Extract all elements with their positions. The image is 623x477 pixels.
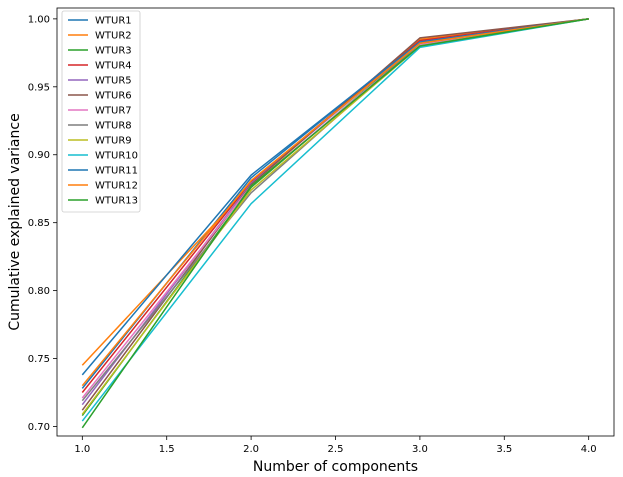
x-tick-label: 1.5: [159, 444, 175, 455]
legend-entry-label: WTUR5: [95, 76, 132, 87]
y-tick-label: 0.85: [28, 218, 50, 229]
legend-entry-label: WTUR6: [95, 91, 132, 102]
legend-entry-label: WTUR10: [95, 151, 138, 162]
plot-area: [56, 7, 615, 437]
y-tick-label: 0.90: [28, 150, 50, 161]
series-line-wtur13: [81, 18, 589, 429]
series-layer: [81, 18, 589, 429]
series-line-wtur12: [81, 18, 589, 387]
x-tick-label: 4.0: [581, 444, 597, 455]
legend-entry-label: WTUR7: [95, 106, 132, 117]
x-axis: 1.0 1.5 2.0 2.5 3.0 3.5 4.0: [74, 436, 597, 455]
legend-entry-label: WTUR13: [95, 196, 138, 207]
x-tick-label: 3.0: [412, 444, 428, 455]
legend-entry-label: WTUR12: [95, 181, 138, 192]
x-tick-label: 1.0: [74, 444, 90, 455]
legend-box: [61, 10, 141, 213]
x-axis-label: Number of components: [253, 459, 418, 475]
legend-entry-label: WTUR4: [95, 61, 132, 72]
y-axis-label: Cumulative explained variance: [7, 113, 23, 330]
y-tick-label: 1.00: [28, 14, 50, 25]
legend-entry-label: WTUR11: [95, 166, 138, 177]
legend-entry-label: WTUR8: [95, 121, 132, 132]
legend-entry-label: WTUR2: [95, 31, 132, 42]
plot-frame: [56, 7, 615, 437]
y-tick-label: 0.75: [28, 354, 50, 365]
y-tick-label: 0.80: [28, 286, 50, 297]
legend-entry-label: WTUR1: [95, 16, 132, 27]
legend: WTUR1 WTUR2 WTUR3 WTUR4 WTUR5 WTUR6 WTUR7 WTUR8…: [61, 10, 141, 213]
x-tick-label: 3.5: [496, 444, 512, 455]
legend-entry-label: WTUR9: [95, 136, 132, 147]
y-tick-label: 0.95: [28, 82, 50, 93]
x-tick-label: 2.5: [328, 444, 344, 455]
x-tick-label: 2.0: [243, 444, 259, 455]
y-tick-label: 0.70: [28, 422, 50, 433]
y-axis: 0.70 0.75 0.80 0.85 0.90 0.95 1.00: [28, 14, 57, 433]
legend-entry-label: WTUR3: [95, 46, 132, 57]
